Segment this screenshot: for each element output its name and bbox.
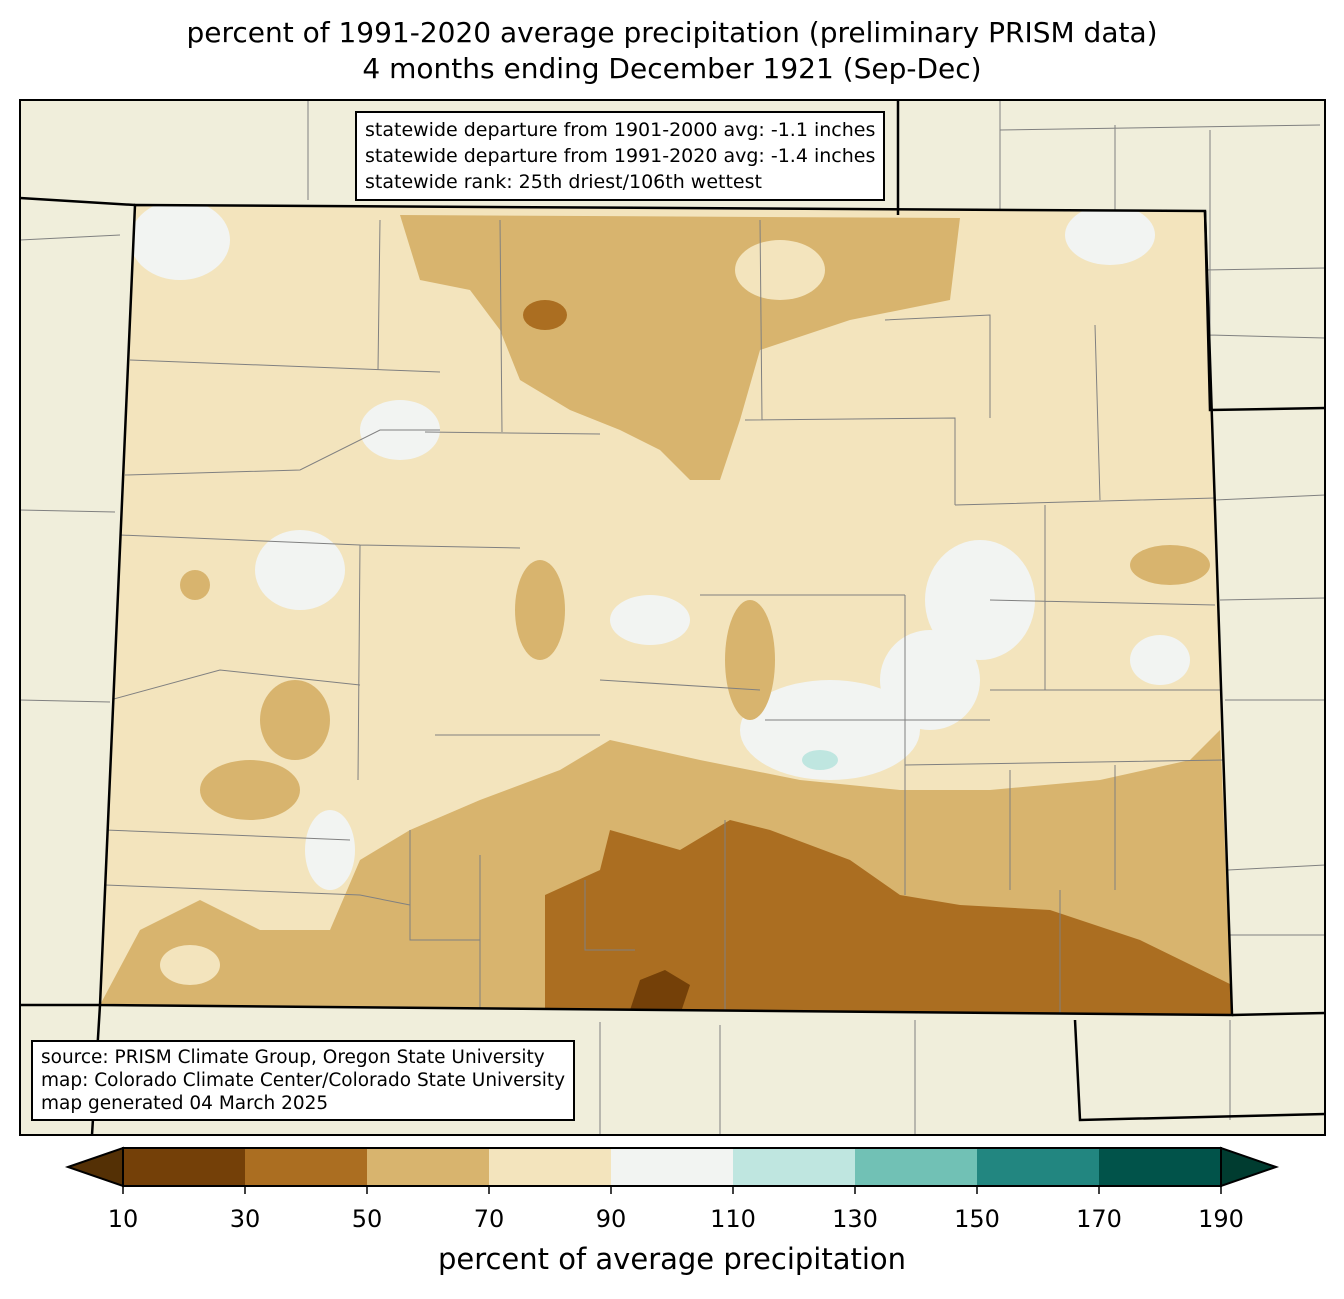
colorbar-segment [855, 1148, 978, 1186]
colorbar-segment [611, 1148, 734, 1186]
fill-110-130 [802, 750, 838, 770]
title-line-2: 4 months ending December 1921 (Sep-Dec) [362, 52, 982, 85]
county-lines [104, 219, 1226, 1015]
source-box: source: PRISM Climate Group, Oregon Stat… [31, 1040, 576, 1121]
colorbar-tick-label: 30 [229, 1205, 261, 1233]
colorbar-segment [367, 1148, 490, 1186]
colorbar-tick-label: 70 [473, 1205, 505, 1233]
fill-10-30 [630, 970, 690, 1015]
colorbar-tick-label: 90 [595, 1205, 627, 1233]
colorbar-under-arrow [64, 1146, 124, 1188]
colorbar-segment [123, 1148, 246, 1186]
stats-line-3: statewide rank: 25th driest/106th wettes… [365, 171, 762, 193]
colorbar-tick-label: 170 [1076, 1205, 1122, 1233]
fill-70-90-inner [160, 240, 825, 985]
stats-line-1: statewide departure from 1901-2000 avg: … [365, 119, 876, 141]
colorbar-tick-label: 110 [710, 1205, 756, 1233]
colorbar-segment [489, 1148, 612, 1186]
colorbar-tick-label: 130 [832, 1205, 878, 1233]
colorbar-label: percent of average precipitation [437, 1242, 907, 1276]
source-line-2: map: Colorado Climate Center/Colorado St… [41, 1070, 566, 1091]
source-line-1: source: PRISM Climate Group, Oregon Stat… [41, 1047, 545, 1068]
colorbar-segment [977, 1148, 1100, 1186]
source-line-3: map generated 04 March 2025 [41, 1093, 329, 1114]
colorbar [64, 1146, 1280, 1194]
map-frame [19, 99, 1326, 1136]
colorbar-segment [245, 1148, 368, 1186]
colorbar-segment [1099, 1148, 1222, 1186]
stats-line-2: statewide departure from 1991-2020 avg: … [365, 145, 876, 167]
stats-box: statewide departure from 1901-2000 avg: … [355, 111, 886, 201]
title-line-1: percent of 1991-2020 average precipitati… [186, 16, 1158, 49]
colorbar-tick-label: 50 [351, 1205, 383, 1233]
colorbar-tick-label: 10 [107, 1205, 139, 1233]
colorbar-tick-label: 190 [1198, 1205, 1244, 1233]
precip-fill [100, 205, 1232, 1015]
colorbar-over-arrow [1220, 1146, 1280, 1188]
colorbar-segment [733, 1148, 856, 1186]
neighbor-county-lines [20, 100, 1325, 1135]
colorbar-tick-label: 150 [954, 1205, 1000, 1233]
